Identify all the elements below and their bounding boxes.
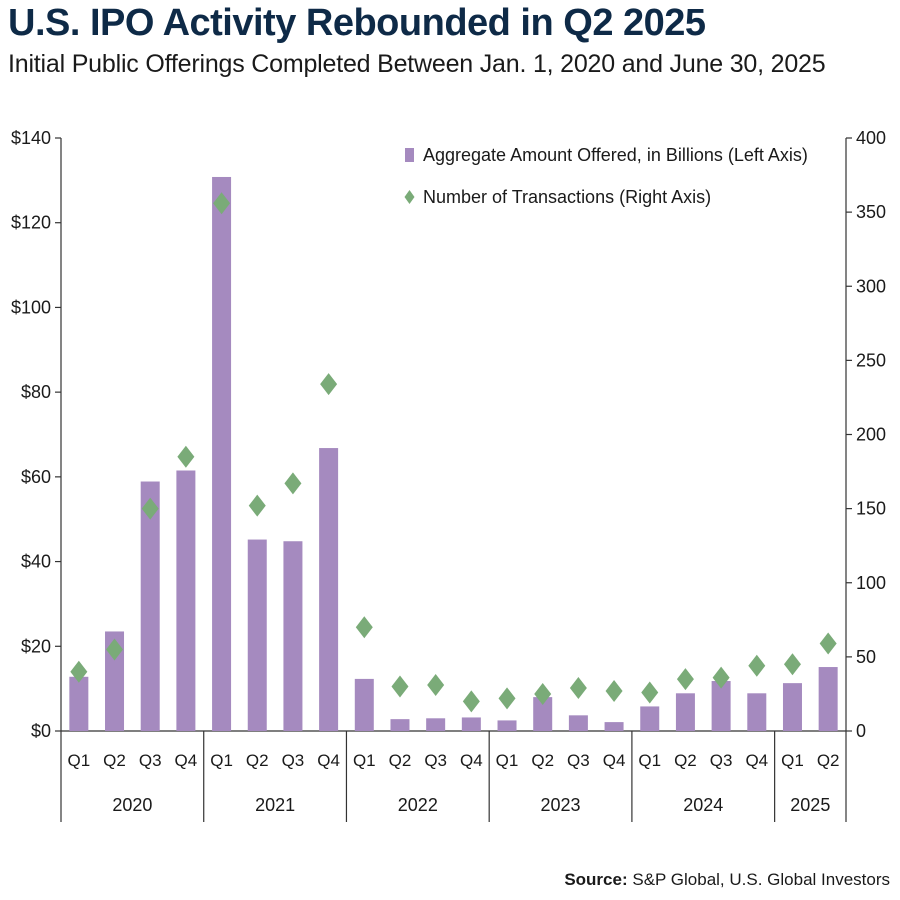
year-label: 2021: [255, 795, 295, 815]
bar: [140, 481, 160, 731]
year-label: 2024: [683, 795, 723, 815]
year-label: 2022: [398, 795, 438, 815]
quarter-label: Q1: [638, 751, 661, 770]
transaction-marker: [177, 445, 195, 468]
bar: [247, 539, 267, 731]
quarter-label: Q3: [282, 751, 305, 770]
bar: [640, 706, 660, 731]
quarter-label: Q2: [674, 751, 697, 770]
right-axis-tick-label: 400: [856, 128, 886, 148]
left-axis-tick-label: $120: [11, 213, 51, 233]
source-text: S&P Global, U.S. Global Investors: [632, 870, 890, 889]
transaction-marker: [70, 660, 88, 683]
right-axis-tick-label: 200: [856, 425, 886, 445]
quarter-label: Q2: [103, 751, 126, 770]
chart-subtitle: Initial Public Offerings Completed Betwe…: [8, 50, 826, 78]
transaction-marker: [712, 666, 730, 689]
quarter-label: Q4: [745, 751, 768, 770]
quarter-label: Q2: [389, 751, 412, 770]
quarter-label: Q1: [496, 751, 519, 770]
transaction-marker: [284, 472, 302, 495]
transaction-marker: [569, 677, 587, 700]
bar: [426, 718, 446, 731]
bar: [105, 631, 125, 731]
transaction-marker: [355, 616, 373, 639]
left-axis-tick-label: $140: [11, 128, 51, 148]
bar: [390, 719, 410, 731]
left-axis-tick-label: $0: [31, 721, 51, 741]
bar: [568, 715, 588, 731]
year-label: 2025: [790, 795, 830, 815]
transaction-marker: [320, 373, 338, 396]
chart-title: U.S. IPO Activity Rebounded in Q2 2025: [8, 2, 706, 44]
transaction-marker: [819, 632, 837, 655]
source-label: Source:: [564, 870, 628, 889]
right-axis-tick-label: 350: [856, 202, 886, 222]
bar: [711, 681, 731, 731]
year-label: 2023: [541, 795, 581, 815]
transaction-marker: [748, 654, 766, 677]
year-label: 2020: [112, 795, 152, 815]
transaction-marker: [676, 668, 694, 691]
legend-diamond-swatch: [404, 190, 415, 204]
legend-label: Aggregate Amount Offered, in Billions (L…: [423, 145, 808, 165]
quarter-label: Q2: [246, 751, 269, 770]
bar: [461, 717, 481, 731]
right-axis-tick-label: 250: [856, 350, 886, 370]
transaction-marker: [498, 687, 516, 710]
quarter-label: Q4: [175, 751, 198, 770]
left-axis-tick-label: $100: [11, 297, 51, 317]
bar: [212, 176, 232, 731]
bar: [176, 470, 196, 731]
right-axis-tick-label: 50: [856, 647, 876, 667]
bar: [69, 676, 89, 731]
transaction-marker: [427, 674, 445, 697]
quarter-label: Q1: [781, 751, 804, 770]
right-axis-tick-label: 300: [856, 276, 886, 296]
bar: [604, 722, 624, 731]
bar: [319, 448, 339, 731]
bar: [818, 667, 838, 731]
legend-bar-swatch: [405, 148, 414, 162]
left-axis-tick-label: $80: [21, 382, 51, 402]
quarter-label: Q1: [353, 751, 376, 770]
right-axis-tick-label: 0: [856, 721, 866, 741]
transaction-marker: [391, 675, 409, 698]
right-axis-tick-label: 100: [856, 573, 886, 593]
transaction-marker: [213, 192, 231, 215]
bar: [354, 678, 374, 731]
bar: [782, 683, 802, 731]
transaction-marker: [462, 690, 480, 713]
quarter-label: Q3: [567, 751, 590, 770]
bar: [675, 693, 695, 731]
quarter-label: Q4: [603, 751, 626, 770]
transaction-marker: [605, 679, 623, 702]
quarter-label: Q2: [531, 751, 554, 770]
transaction-marker: [141, 497, 159, 520]
quarter-label: Q4: [460, 751, 483, 770]
legend-label: Number of Transactions (Right Axis): [423, 187, 711, 207]
quarter-label: Q1: [67, 751, 90, 770]
quarter-label: Q4: [317, 751, 340, 770]
right-axis-tick-label: 150: [856, 499, 886, 519]
transaction-marker: [106, 638, 124, 661]
quarter-label: Q3: [424, 751, 447, 770]
transaction-marker: [534, 682, 552, 705]
left-axis-tick-label: $60: [21, 467, 51, 487]
quarter-label: Q1: [210, 751, 233, 770]
bar: [747, 693, 767, 731]
quarter-label: Q3: [139, 751, 162, 770]
quarter-label: Q3: [710, 751, 733, 770]
bar: [533, 697, 553, 731]
transaction-marker: [783, 653, 801, 676]
transaction-marker: [641, 681, 659, 704]
left-axis-tick-label: $40: [21, 552, 51, 572]
bar: [283, 541, 303, 731]
bar: [497, 720, 517, 731]
transaction-marker: [248, 494, 266, 517]
left-axis-tick-label: $20: [21, 636, 51, 656]
quarter-label: Q2: [817, 751, 840, 770]
source-note: Source: S&P Global, U.S. Global Investor…: [564, 870, 890, 890]
